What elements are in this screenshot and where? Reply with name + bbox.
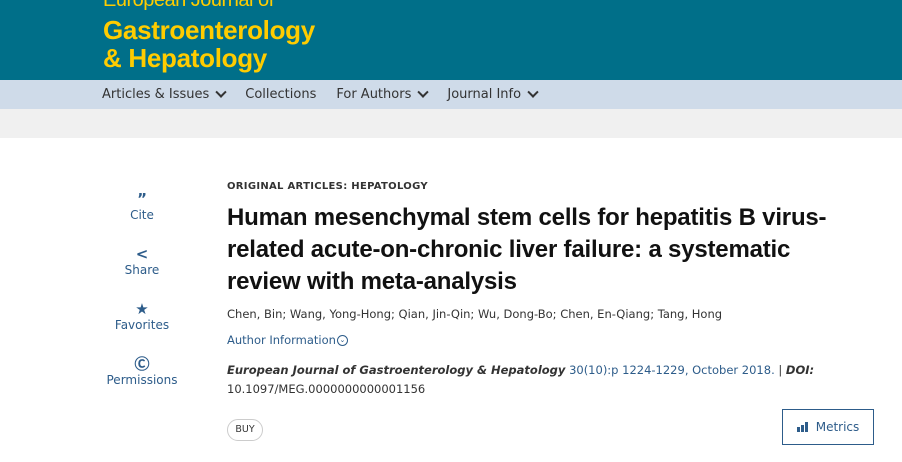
doi-label: DOI: (785, 363, 815, 377)
chevron-down-icon (527, 86, 539, 98)
citation: European Journal of Gastroenterology & H… (227, 361, 847, 399)
share-icon: < (135, 245, 149, 263)
chevron-circle-down-icon: ⌄ (336, 334, 348, 346)
nav-journal-info[interactable]: Journal Info (447, 86, 539, 102)
cite-label: Cite (130, 208, 154, 222)
journal-logo[interactable]: European Journal of Gastroenterology & H… (103, 0, 315, 71)
logo-line3: & Hepatology (103, 43, 267, 73)
logo-line1: European Journal of (103, 0, 274, 11)
nav-label: Articles & Issues (102, 87, 210, 102)
article-category: ORIGINAL ARTICLES: HEPATOLOGY (227, 181, 428, 192)
journal-name: European Journal of Gastroenterology & H… (227, 363, 566, 377)
permissions-label: Permissions (106, 373, 178, 387)
copyright-icon: Ⓒ (134, 355, 150, 373)
article-header: ORIGINAL ARTICLES: HEPATOLOGY Human mese… (227, 181, 847, 399)
article-title: Human mesenchymal stem cells for hepatit… (227, 204, 827, 295)
quote-icon: ” (137, 190, 147, 208)
star-icon: ★ (135, 300, 149, 318)
nav-label: For Authors (336, 87, 412, 102)
chevron-down-icon (417, 86, 430, 98)
share-label: Share (124, 263, 160, 277)
logo-line2: Gastroenterology (103, 15, 315, 45)
doi-value: 10.1097/MEG.0000000000001156 (227, 382, 426, 396)
site-header: European Journal of Gastroenterology & H… (0, 0, 902, 80)
cite-button[interactable]: ” Cite (100, 190, 184, 245)
metrics-button[interactable]: Metrics (782, 409, 874, 445)
metrics-label: Metrics (815, 420, 860, 434)
nav-for-authors[interactable]: For Authors (336, 86, 430, 102)
issue-link[interactable]: 30(10):p 1224-1229, October 2018. (569, 363, 775, 377)
article-tools: ” Cite < Share ★ Favorites Ⓒ Permissions (100, 190, 184, 410)
author-information-toggle[interactable]: Author Information ⌄ (227, 333, 847, 347)
nav-label: Collections (245, 87, 317, 102)
gray-band (0, 109, 902, 138)
share-button[interactable]: < Share (100, 245, 184, 300)
nav-collections[interactable]: Collections (245, 87, 316, 102)
separator: | (774, 363, 786, 377)
author-info-label: Author Information (227, 333, 336, 347)
author-list: Chen, Bin; Wang, Yong-Hong; Qian, Jin-Qi… (227, 307, 723, 321)
favorites-label: Favorites (114, 318, 170, 332)
favorites-button[interactable]: ★ Favorites (100, 300, 184, 355)
buy-button[interactable]: BUY (227, 419, 263, 441)
chevron-down-icon (215, 86, 227, 98)
main-nav: Articles & Issues Collections For Author… (0, 80, 902, 109)
nav-label: Journal Info (447, 87, 522, 102)
nav-articles-issues[interactable]: Articles & Issues (102, 86, 227, 102)
bar-chart-icon (796, 422, 808, 432)
permissions-button[interactable]: Ⓒ Permissions (100, 355, 184, 410)
